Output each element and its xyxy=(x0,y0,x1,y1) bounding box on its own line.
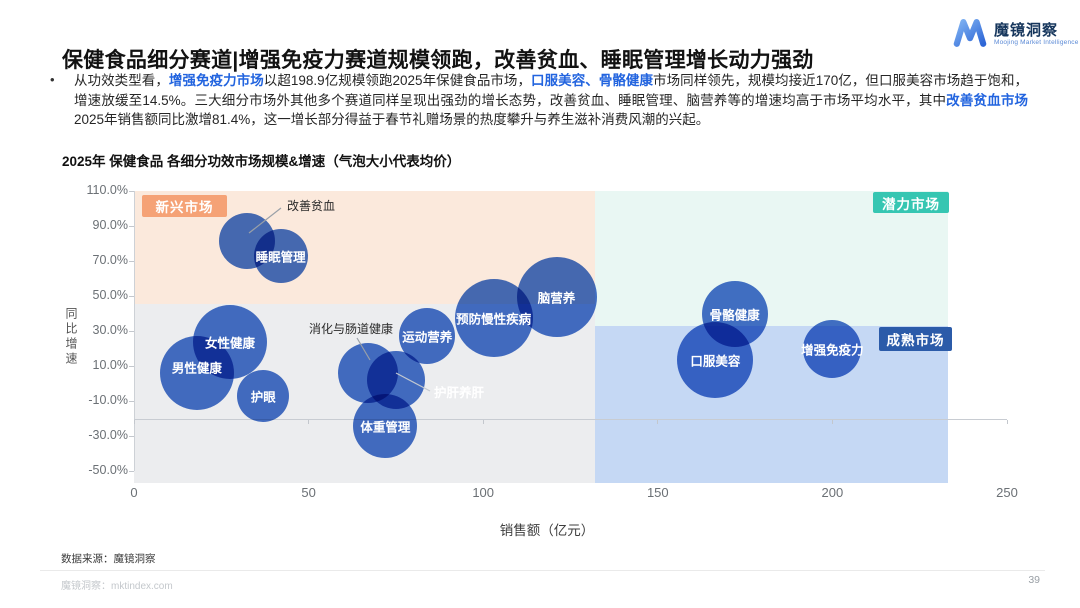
chart-bubble xyxy=(803,319,862,378)
brand-name: 魔镜洞察 xyxy=(994,21,1059,39)
quadrant-region xyxy=(594,191,948,326)
y-tick-label: 50.0% xyxy=(92,288,128,302)
axis-tick xyxy=(482,419,484,424)
callout-label: 改善贫血 xyxy=(287,199,336,213)
y-tick-label: 110.0% xyxy=(86,183,128,197)
callout-label: 护肝养肝 xyxy=(434,386,485,400)
chart-bubble xyxy=(353,394,418,459)
axis-tick xyxy=(657,419,659,424)
y-tick-label: 10.0% xyxy=(92,358,128,372)
bubble-label: 口服美容 xyxy=(690,354,741,369)
axis-tick xyxy=(129,295,134,297)
axis-tick xyxy=(1006,419,1008,424)
axis-tick xyxy=(831,419,833,424)
bubble-label: 运动营养 xyxy=(402,330,453,345)
bubble-label: 体重管理 xyxy=(360,420,411,435)
chart-bubble xyxy=(159,336,234,410)
bubble-label: 脑营养 xyxy=(537,291,576,306)
brand-tagline: Moojing Market Intelligence xyxy=(994,39,1079,47)
quadrant-badge: 成熟市场 xyxy=(879,327,952,351)
footer-site-link: 魔镜洞察：mktindex.com xyxy=(61,581,173,592)
y-tick-label: -10.0% xyxy=(88,393,128,407)
bubble-label: 护眼 xyxy=(250,390,276,405)
x-tick-label: 250 xyxy=(996,485,1018,500)
axis-tick xyxy=(308,419,310,424)
x-tick-label: 200 xyxy=(821,485,844,500)
summary-segment: 市场同样领先，规模均接近170亿，但口服美容市场趋于饱和，增速放缓至14.5%。… xyxy=(74,73,1029,108)
data-source-note: 数据来源：魔镜洞察 xyxy=(61,553,156,565)
axis-tick xyxy=(129,330,134,332)
y-axis-line xyxy=(134,191,135,471)
summary-segment: 以超198.9亿规模领跑2025年保健食品市场， xyxy=(263,73,532,88)
chart-bubble xyxy=(516,256,597,337)
bubble-label: 男性健康 xyxy=(171,361,222,376)
x-tick-label: 0 xyxy=(130,485,138,500)
summary-paragraph: • 从功效类型看，增强免疫力市场以超198.9亿规模领跑2025年保健食品市场，… xyxy=(50,71,1028,130)
axis-tick xyxy=(133,419,135,424)
page-title: 保健食品细分赛道|增强免疫力赛道规模领跑，改善贫血、睡眠管理增长动力强劲 xyxy=(62,49,814,73)
chart-bubble xyxy=(237,369,290,422)
axis-tick xyxy=(129,190,134,192)
x-tick-label: 50 xyxy=(301,485,316,500)
bubble-label: 睡眠管理 xyxy=(255,250,306,265)
y-tick-label: -30.0% xyxy=(88,428,128,442)
footer-divider xyxy=(40,570,1045,571)
chart-bubble xyxy=(677,321,754,398)
chart-bubble xyxy=(399,308,456,365)
axis-tick xyxy=(129,400,134,402)
x-axis-line xyxy=(134,418,1007,420)
callout-label: 消化与肠道健康 xyxy=(309,322,394,336)
axis-tick xyxy=(129,435,134,437)
y-tick-label: -50.0% xyxy=(88,463,128,477)
brand-logo: 魔镜洞察 Moojing Market Intelligence xyxy=(953,17,1079,53)
summary-highlight-immunity: 增强免疫力市场 xyxy=(168,73,264,88)
y-tick-label: 30.0% xyxy=(92,323,128,337)
quadrant-region xyxy=(594,325,948,484)
axis-tick xyxy=(129,470,134,472)
chart-bubble xyxy=(253,228,308,283)
chart-title: 2025年 保健食品 各细分功效市场规模&增速（气泡大小代表均价） xyxy=(62,154,461,169)
x-tick-label: 100 xyxy=(472,485,495,500)
x-axis-title: 销售额（亿元） xyxy=(499,523,595,538)
bubble-label: 女性健康 xyxy=(205,336,256,350)
axis-tick xyxy=(129,365,134,367)
quadrant-badge: 新兴市场 xyxy=(142,195,227,217)
bullet-marker: • xyxy=(50,72,55,87)
summary-segment: 从功效类型看， xyxy=(74,73,169,88)
y-tick-label: 70.0% xyxy=(92,253,128,267)
y-tick-label: 90.0% xyxy=(92,218,128,232)
axis-tick xyxy=(129,260,134,262)
bubble-label: 预防慢性疾病 xyxy=(456,312,532,327)
quadrant-badge: 潜力市场 xyxy=(873,192,949,213)
axis-tick xyxy=(129,225,134,227)
bubble-label: 增强免疫力 xyxy=(801,343,864,357)
moojing-m-icon xyxy=(953,17,987,53)
summary-highlight-beauty-bone: 口服美容、骨骼健康 xyxy=(531,73,654,88)
summary-highlight-anemia: 改善贫血市场 xyxy=(946,92,1029,108)
summary-text: 从功效类型看，增强免疫力市场以超198.9亿规模领跑2025年保健食品市场，口服… xyxy=(74,71,1028,130)
x-tick-label: 150 xyxy=(646,485,669,500)
summary-segment: 2025年销售额同比激增81.4%，这一增长部分得益于春节礼赠场景的热度攀升与养… xyxy=(74,112,710,127)
y-axis-title: 同比增速 xyxy=(64,307,78,367)
page-number: 39 xyxy=(1028,574,1040,586)
bubble-label: 骨骼健康 xyxy=(709,308,760,322)
